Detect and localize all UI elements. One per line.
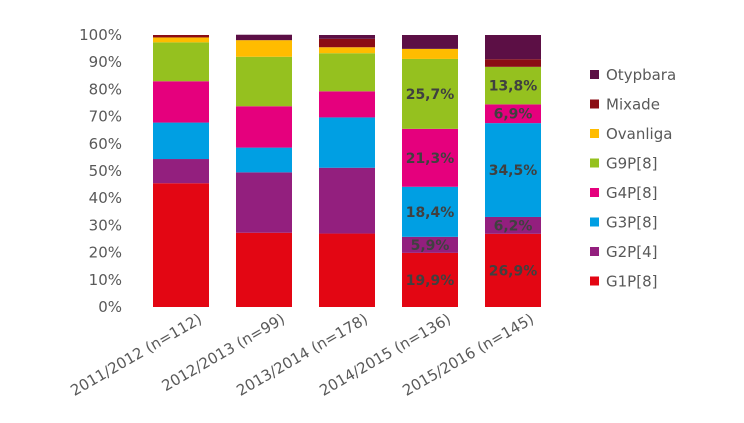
legend-swatch xyxy=(590,276,599,286)
bar-segment xyxy=(236,34,292,41)
data-label: 6,9% xyxy=(494,107,533,123)
bars xyxy=(153,34,541,307)
data-label: 25,7% xyxy=(406,87,455,103)
y-tick-label: 30% xyxy=(89,216,122,234)
data-label: 34,5% xyxy=(489,163,538,179)
data-label: 18,4% xyxy=(406,205,455,221)
data-label: 19,9% xyxy=(406,273,455,289)
bar-segment xyxy=(236,56,292,107)
legend-label: Otypbara xyxy=(606,66,676,84)
bar-segment xyxy=(319,53,375,92)
bar-segment xyxy=(236,172,292,233)
legend-label: Ovanliga xyxy=(606,125,672,143)
legend-label: G1P[8] xyxy=(606,273,657,291)
bar-segment xyxy=(319,117,375,168)
bar-segment xyxy=(402,236,458,253)
bar-segment xyxy=(236,147,292,173)
legend-label: G9P[8] xyxy=(606,155,657,173)
legend-swatch xyxy=(590,158,599,168)
legend-swatch xyxy=(590,70,599,79)
bar-segment xyxy=(319,233,375,307)
y-tick-label: 0% xyxy=(98,298,122,316)
data-label: 5,9% xyxy=(411,238,450,254)
bar-segment xyxy=(402,186,458,237)
legend-swatch xyxy=(590,129,599,138)
legend-swatch xyxy=(590,188,599,197)
bar-segment xyxy=(153,159,209,184)
bar-segment xyxy=(485,66,541,105)
bar-segment xyxy=(153,183,209,307)
bar-segment xyxy=(485,35,541,60)
bar-segment xyxy=(485,123,541,217)
bar-segment xyxy=(485,104,541,124)
y-tick-label: 50% xyxy=(89,162,122,180)
bar-segment xyxy=(485,216,541,234)
legend-label: G4P[8] xyxy=(606,184,657,202)
bar-segment xyxy=(236,232,292,307)
data-label: 13,8% xyxy=(489,79,538,95)
data-label: 21,3% xyxy=(406,151,455,167)
bar-segment xyxy=(153,122,209,160)
y-tick-label: 100% xyxy=(79,26,122,44)
bar-segment xyxy=(153,42,209,82)
y-tick-label: 70% xyxy=(89,108,122,126)
bar-segment xyxy=(236,40,292,57)
legend-label: Mixade xyxy=(606,96,660,114)
y-axis: 0% 10% 20% 30% 40% 50% 60% 70% 80% 90% 100% xyxy=(79,26,122,316)
y-tick-label: 10% xyxy=(89,271,122,289)
bar-segment xyxy=(402,48,458,59)
y-tick-label: 40% xyxy=(89,189,122,207)
y-tick-label: 90% xyxy=(89,53,122,71)
bar-segment xyxy=(402,35,458,49)
bar-segment xyxy=(402,58,458,129)
y-tick-label: 20% xyxy=(89,244,122,262)
bar-segment xyxy=(485,233,541,307)
bar-segment xyxy=(319,47,375,54)
bar-segment xyxy=(236,106,292,148)
data-label: 26,9% xyxy=(489,263,538,279)
x-tick-label: 2011/2012 (n=112) xyxy=(67,310,205,400)
data-label: 6,2% xyxy=(494,218,533,234)
data-labels: 19,9% 5,9% 18,4% 21,3% 25,7% 26,9% 6,2% 34,5% 6,… xyxy=(406,79,538,289)
legend-swatch xyxy=(590,247,599,256)
bar-segment xyxy=(319,35,375,39)
y-tick-label: 80% xyxy=(89,80,122,98)
bar-segment xyxy=(485,59,541,67)
x-axis: 2011/2012 (n=112)2012/2013 (n=99)2013/20… xyxy=(67,310,537,400)
legend-label: G3P[8] xyxy=(606,214,657,232)
bar-segment xyxy=(153,81,209,123)
legend-swatch xyxy=(590,99,599,109)
bar-segment xyxy=(153,35,209,38)
bar-segment xyxy=(402,128,458,187)
bar-segment xyxy=(402,252,458,307)
legend: Otypbara Mixade Ovanliga G9P[8] G4P[8] G3P[8]… xyxy=(590,66,676,291)
y-tick-label: 60% xyxy=(89,135,122,153)
legend-swatch xyxy=(590,217,599,227)
bar-segment xyxy=(153,37,209,43)
bar-segment xyxy=(319,38,375,48)
bar-segment xyxy=(319,167,375,234)
legend-label: G2P[4] xyxy=(606,243,657,261)
bar-segment xyxy=(319,91,375,118)
